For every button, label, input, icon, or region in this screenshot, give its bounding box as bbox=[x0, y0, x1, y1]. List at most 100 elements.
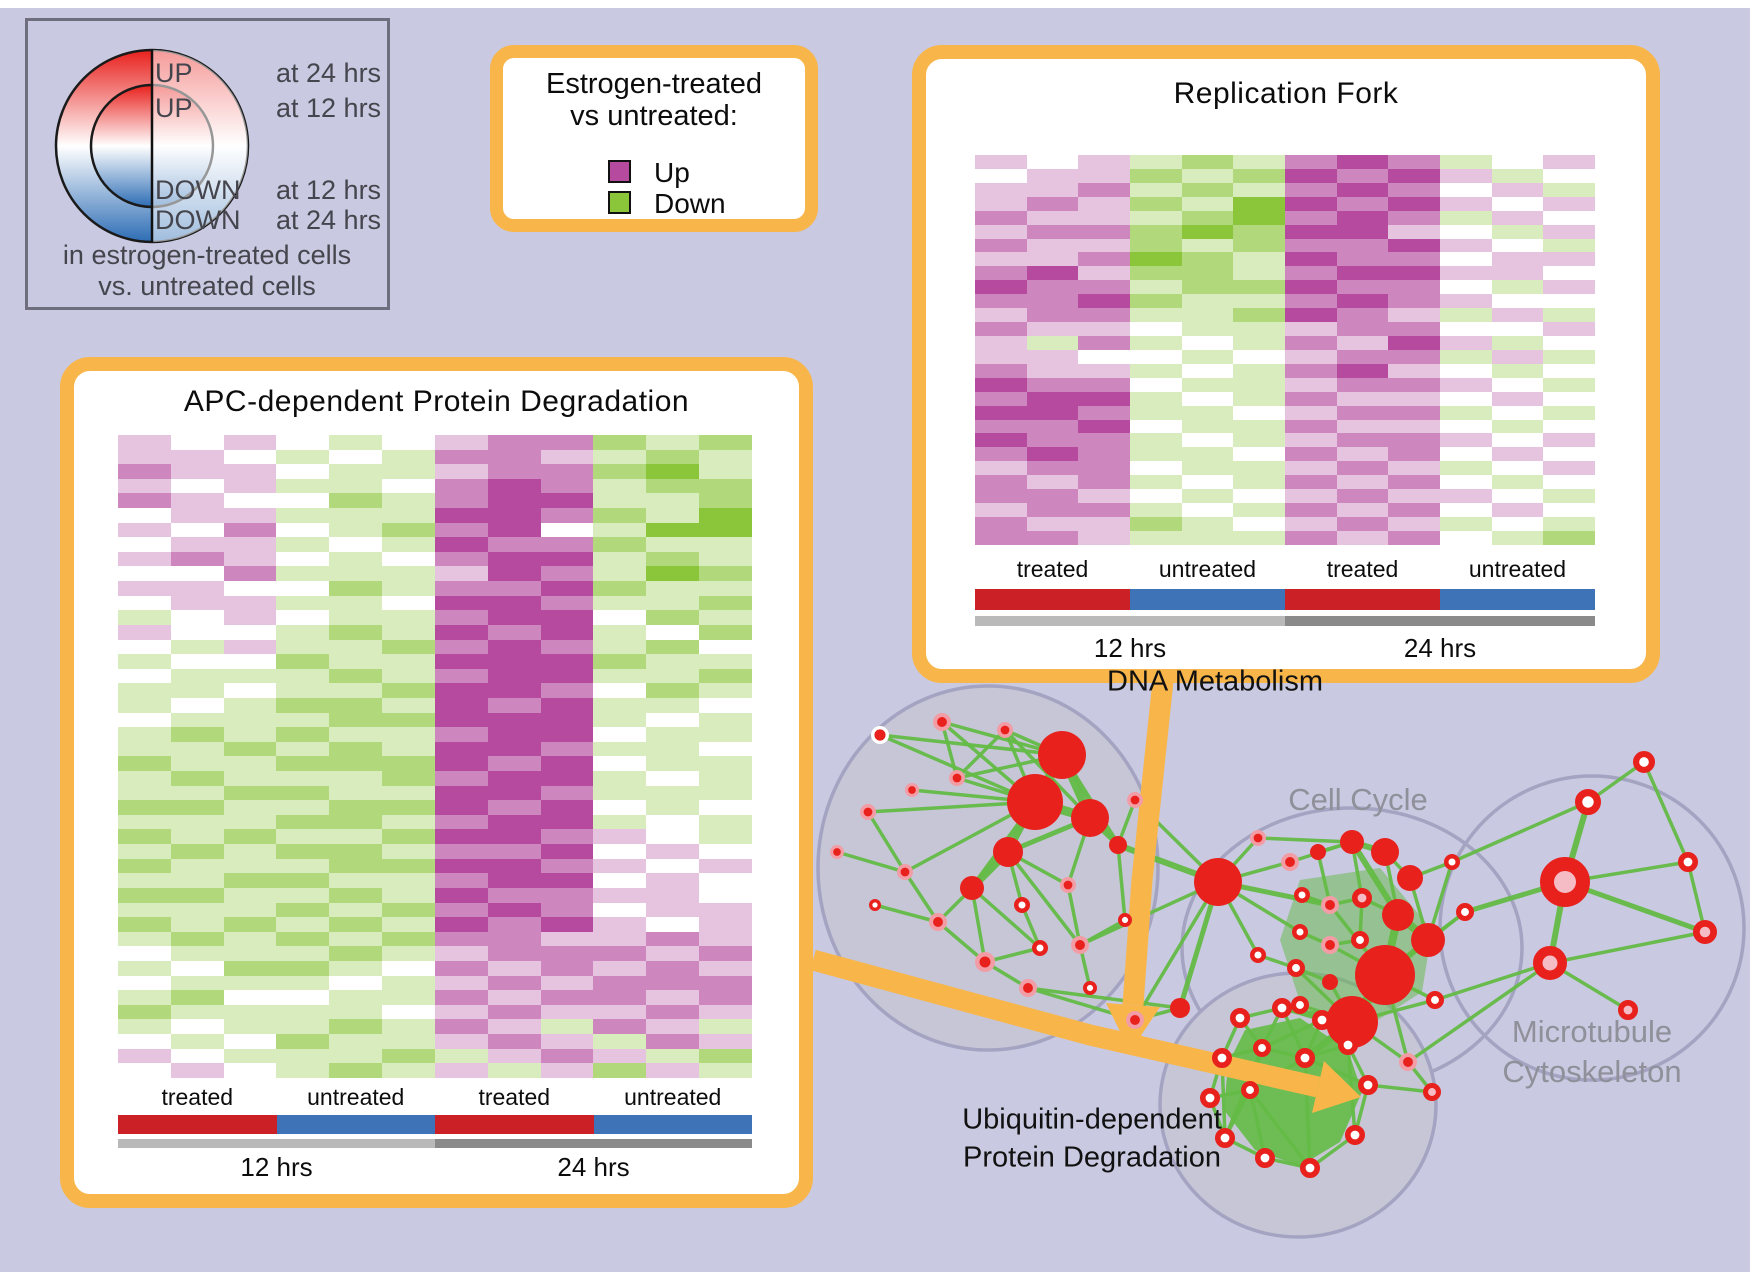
heatmap-cell bbox=[1130, 322, 1182, 336]
gene-node-ring-white bbox=[1287, 959, 1306, 978]
heatmap-cell bbox=[1130, 405, 1182, 420]
heatmap-cell bbox=[1491, 280, 1544, 295]
heatmap-cell bbox=[1181, 155, 1234, 169]
heatmap-cell bbox=[975, 280, 1027, 295]
heatmap-cell bbox=[276, 1019, 330, 1034]
heatmap-cell bbox=[170, 785, 224, 801]
heatmap-cell bbox=[1285, 238, 1337, 253]
heatmap-cell bbox=[1078, 308, 1131, 323]
heatmap-cell bbox=[593, 654, 647, 669]
heatmap-cell bbox=[699, 873, 752, 888]
heatmap-cell bbox=[1543, 322, 1596, 336]
heatmap-cell bbox=[646, 566, 700, 582]
heatmap-cell bbox=[487, 873, 541, 888]
heatmap-cell bbox=[118, 624, 171, 640]
heatmap-cell bbox=[118, 800, 171, 815]
heatmap-cell bbox=[646, 917, 700, 932]
heatmap-cell bbox=[1440, 196, 1492, 211]
heatmap-cell bbox=[329, 1063, 383, 1078]
gene-node-halo-core bbox=[933, 917, 943, 927]
color-legend-title-line1: Estrogen-treated bbox=[545, 68, 762, 100]
heatmap-cell bbox=[699, 581, 752, 596]
heatmap-cell bbox=[382, 800, 435, 815]
heatmap-cell bbox=[1181, 405, 1234, 420]
heatmap-cell bbox=[1233, 155, 1286, 169]
heatmap-cell bbox=[540, 581, 594, 596]
faded-right-half bbox=[152, 50, 248, 242]
heatmap-cell bbox=[329, 844, 383, 859]
heatmap-cell bbox=[646, 1019, 700, 1034]
heatmap-cell bbox=[975, 155, 1027, 169]
heatmap-cell bbox=[1078, 489, 1131, 504]
heatmap-cell bbox=[1491, 155, 1544, 169]
heatmap-cell bbox=[1543, 516, 1596, 531]
heatmap-cell bbox=[170, 975, 224, 991]
heatmap-cell bbox=[1388, 447, 1441, 462]
heatmap-cell bbox=[276, 858, 330, 874]
heatmap-cell bbox=[1440, 405, 1492, 420]
heatmap-cell bbox=[1285, 405, 1337, 420]
heatmap-cell bbox=[1181, 516, 1234, 531]
heatmap-cell bbox=[329, 697, 383, 713]
gene-node-solid bbox=[1340, 830, 1364, 854]
heatmap-cell bbox=[646, 785, 700, 801]
heatmap-cell bbox=[1388, 224, 1441, 239]
heatmap-cell bbox=[382, 771, 435, 786]
heatmap-cell bbox=[646, 581, 700, 596]
heatmap-cell bbox=[1233, 168, 1286, 183]
heatmap-cell bbox=[1181, 266, 1234, 281]
heatmap-cell bbox=[223, 478, 277, 494]
heatmap-cell bbox=[223, 727, 277, 742]
heatmap-cell bbox=[593, 1004, 647, 1020]
heatmap-cell bbox=[593, 858, 647, 874]
heatmap-cell bbox=[170, 829, 224, 845]
heatmap-cell bbox=[382, 873, 435, 888]
heatmap-cell bbox=[699, 902, 752, 918]
heatmap-cell bbox=[1130, 224, 1182, 239]
heatmap-cell bbox=[699, 595, 752, 611]
heatmap-cell bbox=[276, 990, 330, 1005]
gene-node-solid bbox=[1326, 996, 1378, 1048]
gene-node-halo-core bbox=[1130, 1015, 1140, 1025]
heatmap-cell bbox=[593, 493, 647, 509]
heatmap-cell bbox=[1078, 377, 1131, 392]
heatmap-cell bbox=[487, 844, 541, 859]
gene-node-solid bbox=[960, 876, 984, 900]
heatmap-cell bbox=[1078, 294, 1131, 309]
heatmap-cell bbox=[646, 508, 700, 523]
gene-node-halo-core bbox=[1285, 857, 1295, 867]
heatmap-cell bbox=[1336, 252, 1389, 267]
heatmap-cell bbox=[382, 727, 435, 742]
heatmap-cell bbox=[1491, 252, 1544, 267]
heatmap-cell bbox=[540, 960, 594, 976]
heatmap-cell bbox=[329, 931, 383, 947]
heatmap-cell bbox=[382, 566, 435, 582]
heatmap-cell bbox=[329, 668, 383, 684]
heatmap-cell bbox=[975, 224, 1027, 239]
heatmap-cell bbox=[118, 960, 171, 976]
heatmap-cell bbox=[699, 551, 752, 567]
heatmap-cell bbox=[975, 363, 1027, 378]
heatmap-cell bbox=[540, 727, 594, 742]
heatmap-cell bbox=[170, 566, 224, 582]
heatmap-cell bbox=[329, 1004, 383, 1020]
heatmap-cell bbox=[593, 639, 647, 655]
heatmap-cell bbox=[1440, 489, 1492, 504]
heatmap-cell bbox=[1440, 377, 1492, 392]
heatmap-cell bbox=[540, 712, 594, 728]
heatmap-cell bbox=[1388, 252, 1441, 267]
heatmap-cell bbox=[487, 917, 541, 932]
heatmap-cell bbox=[1026, 196, 1079, 211]
heatmap-cell bbox=[1233, 433, 1286, 448]
heatmap-cell bbox=[434, 829, 488, 845]
heatmap-cell bbox=[1491, 294, 1544, 309]
apc-heatmap bbox=[118, 435, 752, 1078]
heatmap-cell bbox=[223, 566, 277, 582]
heatmap-cell bbox=[1491, 516, 1544, 531]
heatmap-cell bbox=[1026, 322, 1079, 336]
heatmap-cell bbox=[170, 464, 224, 479]
heatmap-cell bbox=[540, 595, 594, 611]
heatmap-cell bbox=[1078, 168, 1131, 183]
heatmap-cell bbox=[223, 931, 277, 947]
heatmap-cell bbox=[487, 654, 541, 669]
